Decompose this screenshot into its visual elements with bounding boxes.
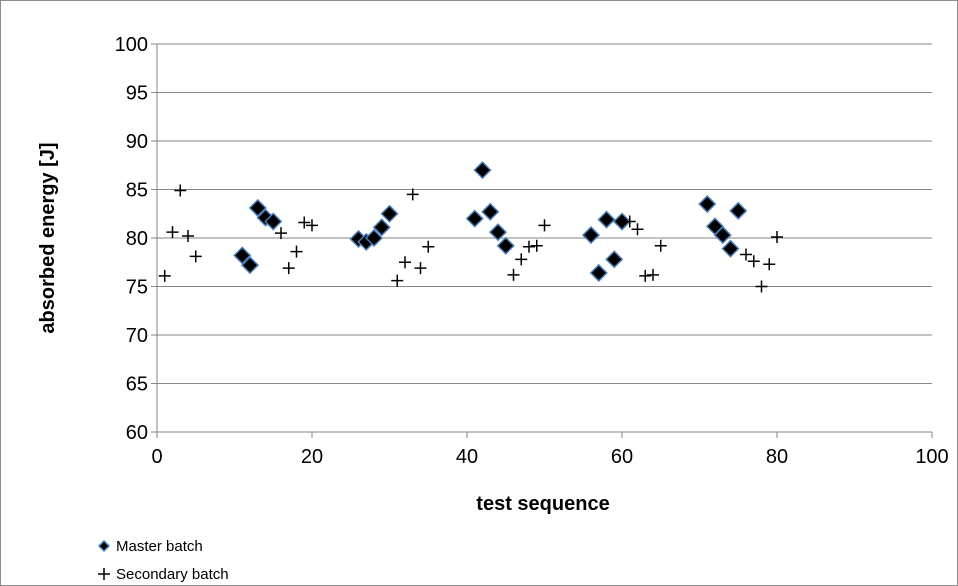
master-batch-point [721,239,740,258]
secondary-batch-point [406,188,419,201]
y-tick-label: 75 [126,277,148,299]
x-tick-label: 60 [611,446,633,468]
master-batch-point [465,209,484,228]
master-batch-point [240,256,260,275]
secondary-batch-point [639,269,652,282]
master-batch-point [597,210,616,229]
x-tick-label: 80 [766,446,788,468]
master-batch-point [612,212,632,231]
legend-label-secondary: Secondary batch [116,566,229,583]
secondary-batch-point [623,215,636,228]
secondary-batch-point [189,250,202,263]
y-tick-label: 65 [126,374,148,396]
master-batch-series [233,161,748,282]
secondary-batch-point [631,223,644,236]
master-batch-point [496,236,515,255]
master-batch-point [248,198,267,217]
y-tick-label: 100 [115,34,148,56]
axes [151,43,933,438]
x-tick-label: 20 [301,446,323,468]
secondary-batch-point [391,274,404,287]
secondary-batch-point [515,253,528,266]
master-batch-point [488,223,508,242]
secondary-batch-point [507,268,520,281]
legend-diamond-icon [97,539,111,553]
secondary-batch-point [182,230,194,243]
x-tick-label: 40 [456,446,478,468]
secondary-batch-point [158,269,171,282]
legend-label-master: Master batch [116,538,203,555]
x-tick-label: 100 [915,446,948,468]
legend-item-secondary: Secondary batch [98,566,229,583]
master-batch-point [481,202,500,221]
master-batch-point [264,212,283,231]
secondary-batch-point [422,240,435,253]
y-tick-label: 70 [126,325,148,347]
secondary-batch-point [399,256,411,269]
secondary-batch-point [275,227,287,240]
legend-item-master: Master batch [97,538,203,555]
secondary-batch-point [538,219,551,232]
y-tick-label: 85 [126,180,148,202]
secondary-batch-point [290,245,303,258]
master-batch-point [581,226,601,245]
secondary-batch-point [414,262,427,275]
master-batch-point [698,194,717,214]
tick-labels: 60 65 70 75 80 85 90 95 100 0 20 40 60 80 100 [115,34,949,468]
secondary-batch-point [298,216,311,229]
secondary-batch-point [282,262,295,275]
y-tick-label: 80 [126,228,148,250]
secondary-batch-point [647,268,659,281]
gridlines [157,43,932,384]
secondary-batch-point [740,248,752,261]
y-axis-title: absorbed energy [J] [37,142,59,333]
secondary-batch-series [158,184,783,293]
master-batch-point [713,226,732,245]
secondary-batch-point [174,184,187,197]
master-batch-point [372,218,391,237]
secondary-batch-point [166,226,179,239]
legend-plus-icon [98,568,110,580]
y-tick-label: 90 [126,131,148,153]
y-tick-label: 60 [126,422,148,444]
x-axis-title: test sequence [476,493,609,515]
master-batch-point [364,228,384,248]
master-batch-point [473,161,492,180]
x-tick-label: 0 [151,446,162,468]
secondary-batch-point [654,239,667,252]
master-batch-point [605,250,624,269]
secondary-batch-point [523,240,535,253]
secondary-batch-point [763,258,776,271]
secondary-batch-point [771,231,783,244]
secondary-batch-point [747,255,760,268]
master-batch-point [380,204,399,223]
master-batch-point [729,201,748,220]
y-tick-label: 95 [126,83,148,105]
master-batch-point [233,246,252,265]
secondary-batch-point [755,280,768,293]
legend: Master batch Secondary batch [97,538,229,583]
secondary-batch-point [530,239,543,252]
master-batch-point [589,263,608,282]
secondary-batch-point [306,219,318,232]
